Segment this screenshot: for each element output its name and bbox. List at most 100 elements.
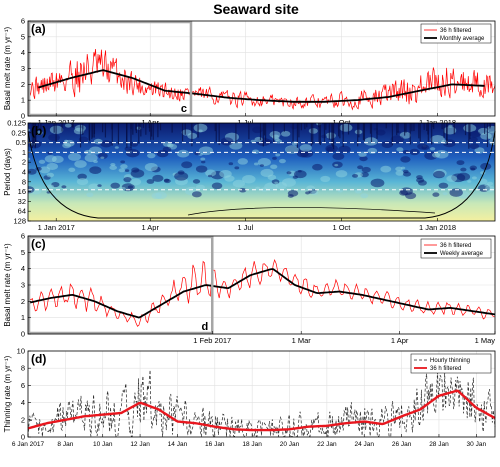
wavelet-power-blob xyxy=(446,175,458,182)
wavelet-power-blob xyxy=(381,140,393,149)
wavelet-power-blob xyxy=(456,172,471,181)
y-tick-label: 4 xyxy=(21,398,25,407)
wavelet-power-blob xyxy=(259,164,264,167)
wavelet-power-blob xyxy=(198,146,214,156)
wavelet-power-blob xyxy=(39,166,51,174)
wavelet-power-blob xyxy=(360,193,369,199)
wavelet-power-blob xyxy=(219,169,232,178)
wavelet-power-blob xyxy=(195,184,205,191)
wavelet-power-blob xyxy=(155,191,167,200)
wavelet-power-blob xyxy=(417,143,428,150)
y-axis-label: Thinning rate (m yr⁻¹) xyxy=(3,355,12,432)
x-tick-label: 1 Apr xyxy=(391,336,409,345)
wavelet-power-blob xyxy=(320,175,331,183)
wavelet-power-blob xyxy=(430,147,436,151)
cone-of-influence xyxy=(27,130,496,219)
wavelet-power-blob xyxy=(375,129,386,136)
wavelet-power-blob xyxy=(64,123,72,128)
wavelet-power-blob xyxy=(114,146,119,149)
wavelet-power-blob xyxy=(480,162,492,170)
wavelet-power-blob xyxy=(156,149,169,158)
y-tick-label: 16 xyxy=(18,187,26,196)
wavelet-power-blob xyxy=(296,150,309,158)
wavelet-power-blob xyxy=(68,167,76,173)
wavelet-power-blob xyxy=(254,136,263,143)
wavelet-power-blob xyxy=(51,155,64,164)
wavelet-power-blob xyxy=(174,171,189,181)
wavelet-power-blob xyxy=(281,130,291,137)
wavelet-power-blob xyxy=(260,187,268,192)
legend-label: Monthly average xyxy=(440,36,485,42)
y-tick-label: 1 xyxy=(21,96,25,105)
wavelet-power-blob xyxy=(84,149,93,155)
wavelet-power-blob xyxy=(74,160,87,168)
wavelet-power-blob xyxy=(287,194,294,198)
y-tick-label: 6 xyxy=(21,232,25,241)
y-tick-label: 2 xyxy=(21,297,25,306)
y-tick-label: 0.25 xyxy=(11,128,26,137)
y-tick-label: 0 xyxy=(21,112,25,121)
wavelet-power-blob xyxy=(402,169,409,174)
wavelet-power-blob xyxy=(469,165,477,171)
wavelet-power-blob xyxy=(195,165,208,173)
wavelet-power-blob xyxy=(285,145,299,154)
x-tick-label: 1 Jan 2018 xyxy=(419,223,456,232)
legend-label: 36 h filtered xyxy=(430,366,461,372)
inset-label: c xyxy=(181,103,187,115)
significance-contour xyxy=(187,207,436,216)
x-tick-label: 1 Jan 2017 xyxy=(38,118,75,127)
wavelet-power-blob xyxy=(267,174,277,181)
wavelet-power-blob xyxy=(73,127,85,135)
wavelet-power-blob xyxy=(456,160,465,166)
wavelet-power-blob xyxy=(78,136,89,143)
wavelet-power-blob xyxy=(120,164,128,169)
wavelet-power-blob xyxy=(123,177,132,183)
wavelet-power-blob xyxy=(299,144,312,152)
wavelet-power-blob xyxy=(380,165,392,173)
y-tick-label: 128 xyxy=(13,217,26,226)
x-tick-label: 1 Jan 2018 xyxy=(419,118,456,127)
y-tick-label: 0.5 xyxy=(16,138,26,147)
series-line-1 xyxy=(27,369,496,438)
wavelet-power-blob xyxy=(390,135,404,144)
x-tick-label: 1 Jan 2017 xyxy=(38,223,75,232)
wavelet-power-blob xyxy=(357,165,364,170)
y-tick-label: 5 xyxy=(21,32,25,41)
wavelet-power-blob xyxy=(129,178,142,186)
wavelet-power-blob xyxy=(88,183,100,191)
x-tick-label: 1 Jul xyxy=(237,118,253,127)
x-tick-label: 14 Jan xyxy=(168,441,188,448)
wavelet-power-blob xyxy=(97,184,102,187)
wavelet-power-blob xyxy=(176,149,190,158)
wavelet-power-blob xyxy=(100,156,105,160)
wavelet-power-blob xyxy=(339,123,353,132)
wavelet-power-blob xyxy=(36,130,43,135)
x-tick-label: 20 Jan xyxy=(280,441,300,448)
wavelet-power-blob xyxy=(181,161,193,169)
wavelet-power-blob xyxy=(147,152,156,159)
wavelet-power-blob xyxy=(471,176,477,180)
wavelet-power-blob xyxy=(278,158,286,164)
y-axis-label: Period (days) xyxy=(3,148,12,196)
x-tick-label: 1 Jul xyxy=(237,223,253,232)
wavelet-power-blob xyxy=(220,137,234,146)
wavelet-power-blob xyxy=(181,129,192,136)
figure-title: Seaward site xyxy=(213,1,299,17)
y-tick-label: 32 xyxy=(18,197,26,206)
y-tick-label: 1 xyxy=(21,313,25,322)
wavelet-power-blob xyxy=(62,142,72,149)
wavelet-power-blob xyxy=(274,181,279,185)
wavelet-power-blob xyxy=(211,182,223,190)
wavelet-power-blob xyxy=(77,173,87,180)
wavelet-power-blob xyxy=(125,148,140,158)
y-tick-label: 2 xyxy=(22,158,26,167)
y-tick-label: 8 xyxy=(21,364,25,373)
wavelet-power-blob xyxy=(396,147,404,152)
wavelet-power-blob xyxy=(395,170,405,176)
x-tick-label: 1 Oct xyxy=(332,118,351,127)
wavelet-power-blob xyxy=(469,130,481,138)
wavelet-power-blob xyxy=(120,160,126,164)
series-line-1 xyxy=(27,258,496,327)
wavelet-power-blob xyxy=(205,169,217,177)
wavelet-power-blob xyxy=(110,182,120,189)
